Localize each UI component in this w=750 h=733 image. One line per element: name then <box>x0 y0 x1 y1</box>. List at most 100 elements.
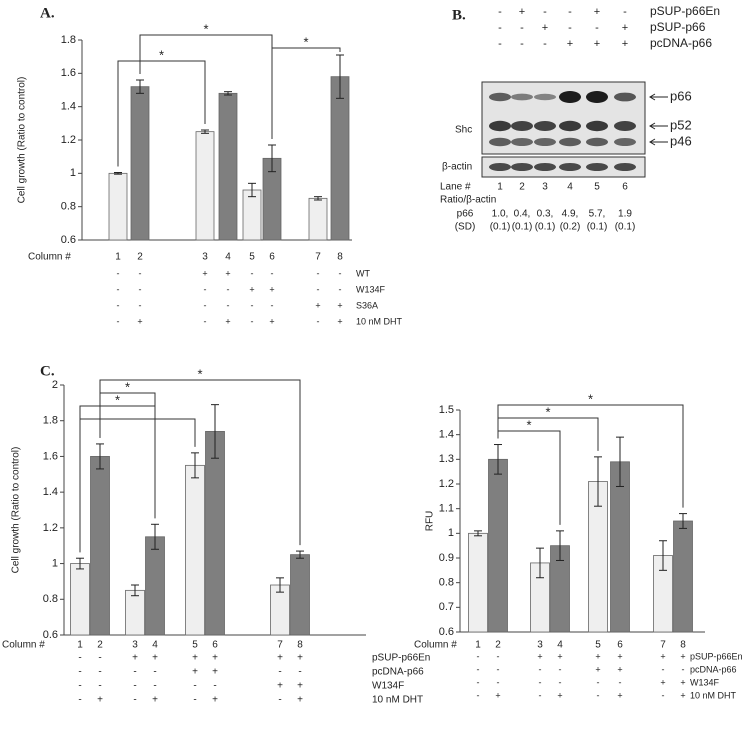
x-tick-label: 6 <box>269 252 275 263</box>
x-tick-label: 4 <box>557 640 563 651</box>
y-tick-label: 2 <box>52 379 58 391</box>
ratio-cell: 1.9 <box>618 209 632 220</box>
x-tick-label: 6 <box>617 640 623 651</box>
condition-mark: + <box>594 6 600 18</box>
y-axis-label: Cell growth (Ratio to control) <box>11 447 22 574</box>
condition-mark: + <box>660 677 665 687</box>
condition-mark: + <box>225 316 230 326</box>
condition-mark: - <box>520 22 524 34</box>
condition-mark: - <box>317 284 320 294</box>
condition-mark: - <box>498 22 502 34</box>
condition-mark: - <box>271 268 274 278</box>
condition-mark: + <box>225 268 230 278</box>
y-tick-label: 0.6 <box>439 626 454 638</box>
blot-band <box>586 91 608 103</box>
y-tick-label: 1.6 <box>61 67 76 79</box>
blot-band <box>511 138 533 146</box>
y-tick-label: 1.8 <box>43 415 58 427</box>
ratio-cell: 0.3, <box>537 209 554 220</box>
band-label: p52 <box>670 117 692 132</box>
ratio-cell: (0.1) <box>587 222 608 233</box>
condition-mark: - <box>539 677 542 687</box>
condition-mark: + <box>557 651 562 661</box>
blot-band <box>559 120 581 132</box>
condition-mark: - <box>227 284 230 294</box>
condition-mark: + <box>557 690 562 700</box>
x-tick-label: 7 <box>660 640 666 651</box>
significance-bracket <box>497 430 561 525</box>
ratio-cell: 0.4, <box>514 209 531 220</box>
lane-number: 2 <box>519 182 525 193</box>
condition-mark: + <box>680 651 685 661</box>
condition-mark: - <box>477 690 480 700</box>
condition-mark: + <box>132 653 138 664</box>
condition-mark: + <box>595 664 600 674</box>
condition-mark: - <box>298 667 301 678</box>
condition-mark: + <box>537 651 542 661</box>
condition-mark: + <box>152 695 158 706</box>
condition-mark: + <box>269 316 274 326</box>
blot-band <box>586 163 608 171</box>
lane-title: Lane # <box>440 182 471 193</box>
condition-mark: - <box>339 284 342 294</box>
condition-mark: - <box>78 681 81 692</box>
condition-mark: + <box>495 690 500 700</box>
condition-mark: + <box>680 690 685 700</box>
condition-mark: + <box>152 653 158 664</box>
x-tick-label: 6 <box>212 640 218 651</box>
y-tick-label: 0.8 <box>43 593 58 605</box>
condition-mark: + <box>519 6 525 18</box>
y-axis-label: RFU <box>425 511 436 532</box>
x-tick-label: 5 <box>595 640 601 651</box>
y-tick-label: 1 <box>448 527 454 539</box>
x-tick-label: 4 <box>225 252 231 263</box>
panel-label: B. <box>452 7 466 23</box>
blot-band <box>489 137 511 147</box>
y-tick-label: 0.6 <box>43 629 58 641</box>
blot-band <box>559 137 581 147</box>
condition-name: 10 nM DHT <box>372 695 423 706</box>
condition-mark: + <box>660 651 665 661</box>
condition-mark: - <box>133 681 136 692</box>
bar <box>205 431 225 636</box>
condition-mark: - <box>213 681 216 692</box>
ratio-cell: 4.9, <box>562 209 579 220</box>
blot-band <box>489 163 511 171</box>
condition-mark: + <box>594 38 600 50</box>
x-tick-label: 3 <box>537 640 543 651</box>
blot-band <box>559 163 581 171</box>
blot-band <box>586 137 608 147</box>
y-tick-label: 1.1 <box>439 503 454 515</box>
condition-mark: + <box>137 316 142 326</box>
condition-name: pSUP-p66En <box>650 4 720 18</box>
bar <box>125 589 145 636</box>
condition-mark: - <box>595 22 599 34</box>
blot-band <box>534 121 556 131</box>
bar <box>108 172 128 241</box>
ratio-cell: (0.1) <box>512 222 533 233</box>
condition-mark: - <box>98 653 101 664</box>
condition-mark: - <box>543 6 547 18</box>
condition-mark: - <box>539 690 542 700</box>
condition-mark: - <box>477 651 480 661</box>
significance-label: * <box>303 34 308 49</box>
condition-mark: - <box>662 690 665 700</box>
lane-number: 1 <box>497 182 503 193</box>
blot-band <box>511 121 533 131</box>
bar <box>290 554 310 636</box>
condition-mark: - <box>568 6 572 18</box>
lane-number: 6 <box>622 182 628 193</box>
condition-mark: - <box>251 268 254 278</box>
condition-name: pSUP-p66En <box>690 651 743 661</box>
condition-mark: - <box>317 268 320 278</box>
y-tick-label: 1 <box>52 557 58 569</box>
ratio-cell: (0.1) <box>490 222 511 233</box>
condition-mark: - <box>339 268 342 278</box>
x-tick-label: 1 <box>115 252 121 263</box>
condition-mark: + <box>680 677 685 687</box>
band-label: p66 <box>670 88 692 103</box>
condition-mark: - <box>278 667 281 678</box>
condition-mark: + <box>249 284 254 294</box>
condition-mark: + <box>297 681 303 692</box>
y-tick-label: 1.5 <box>439 404 454 416</box>
